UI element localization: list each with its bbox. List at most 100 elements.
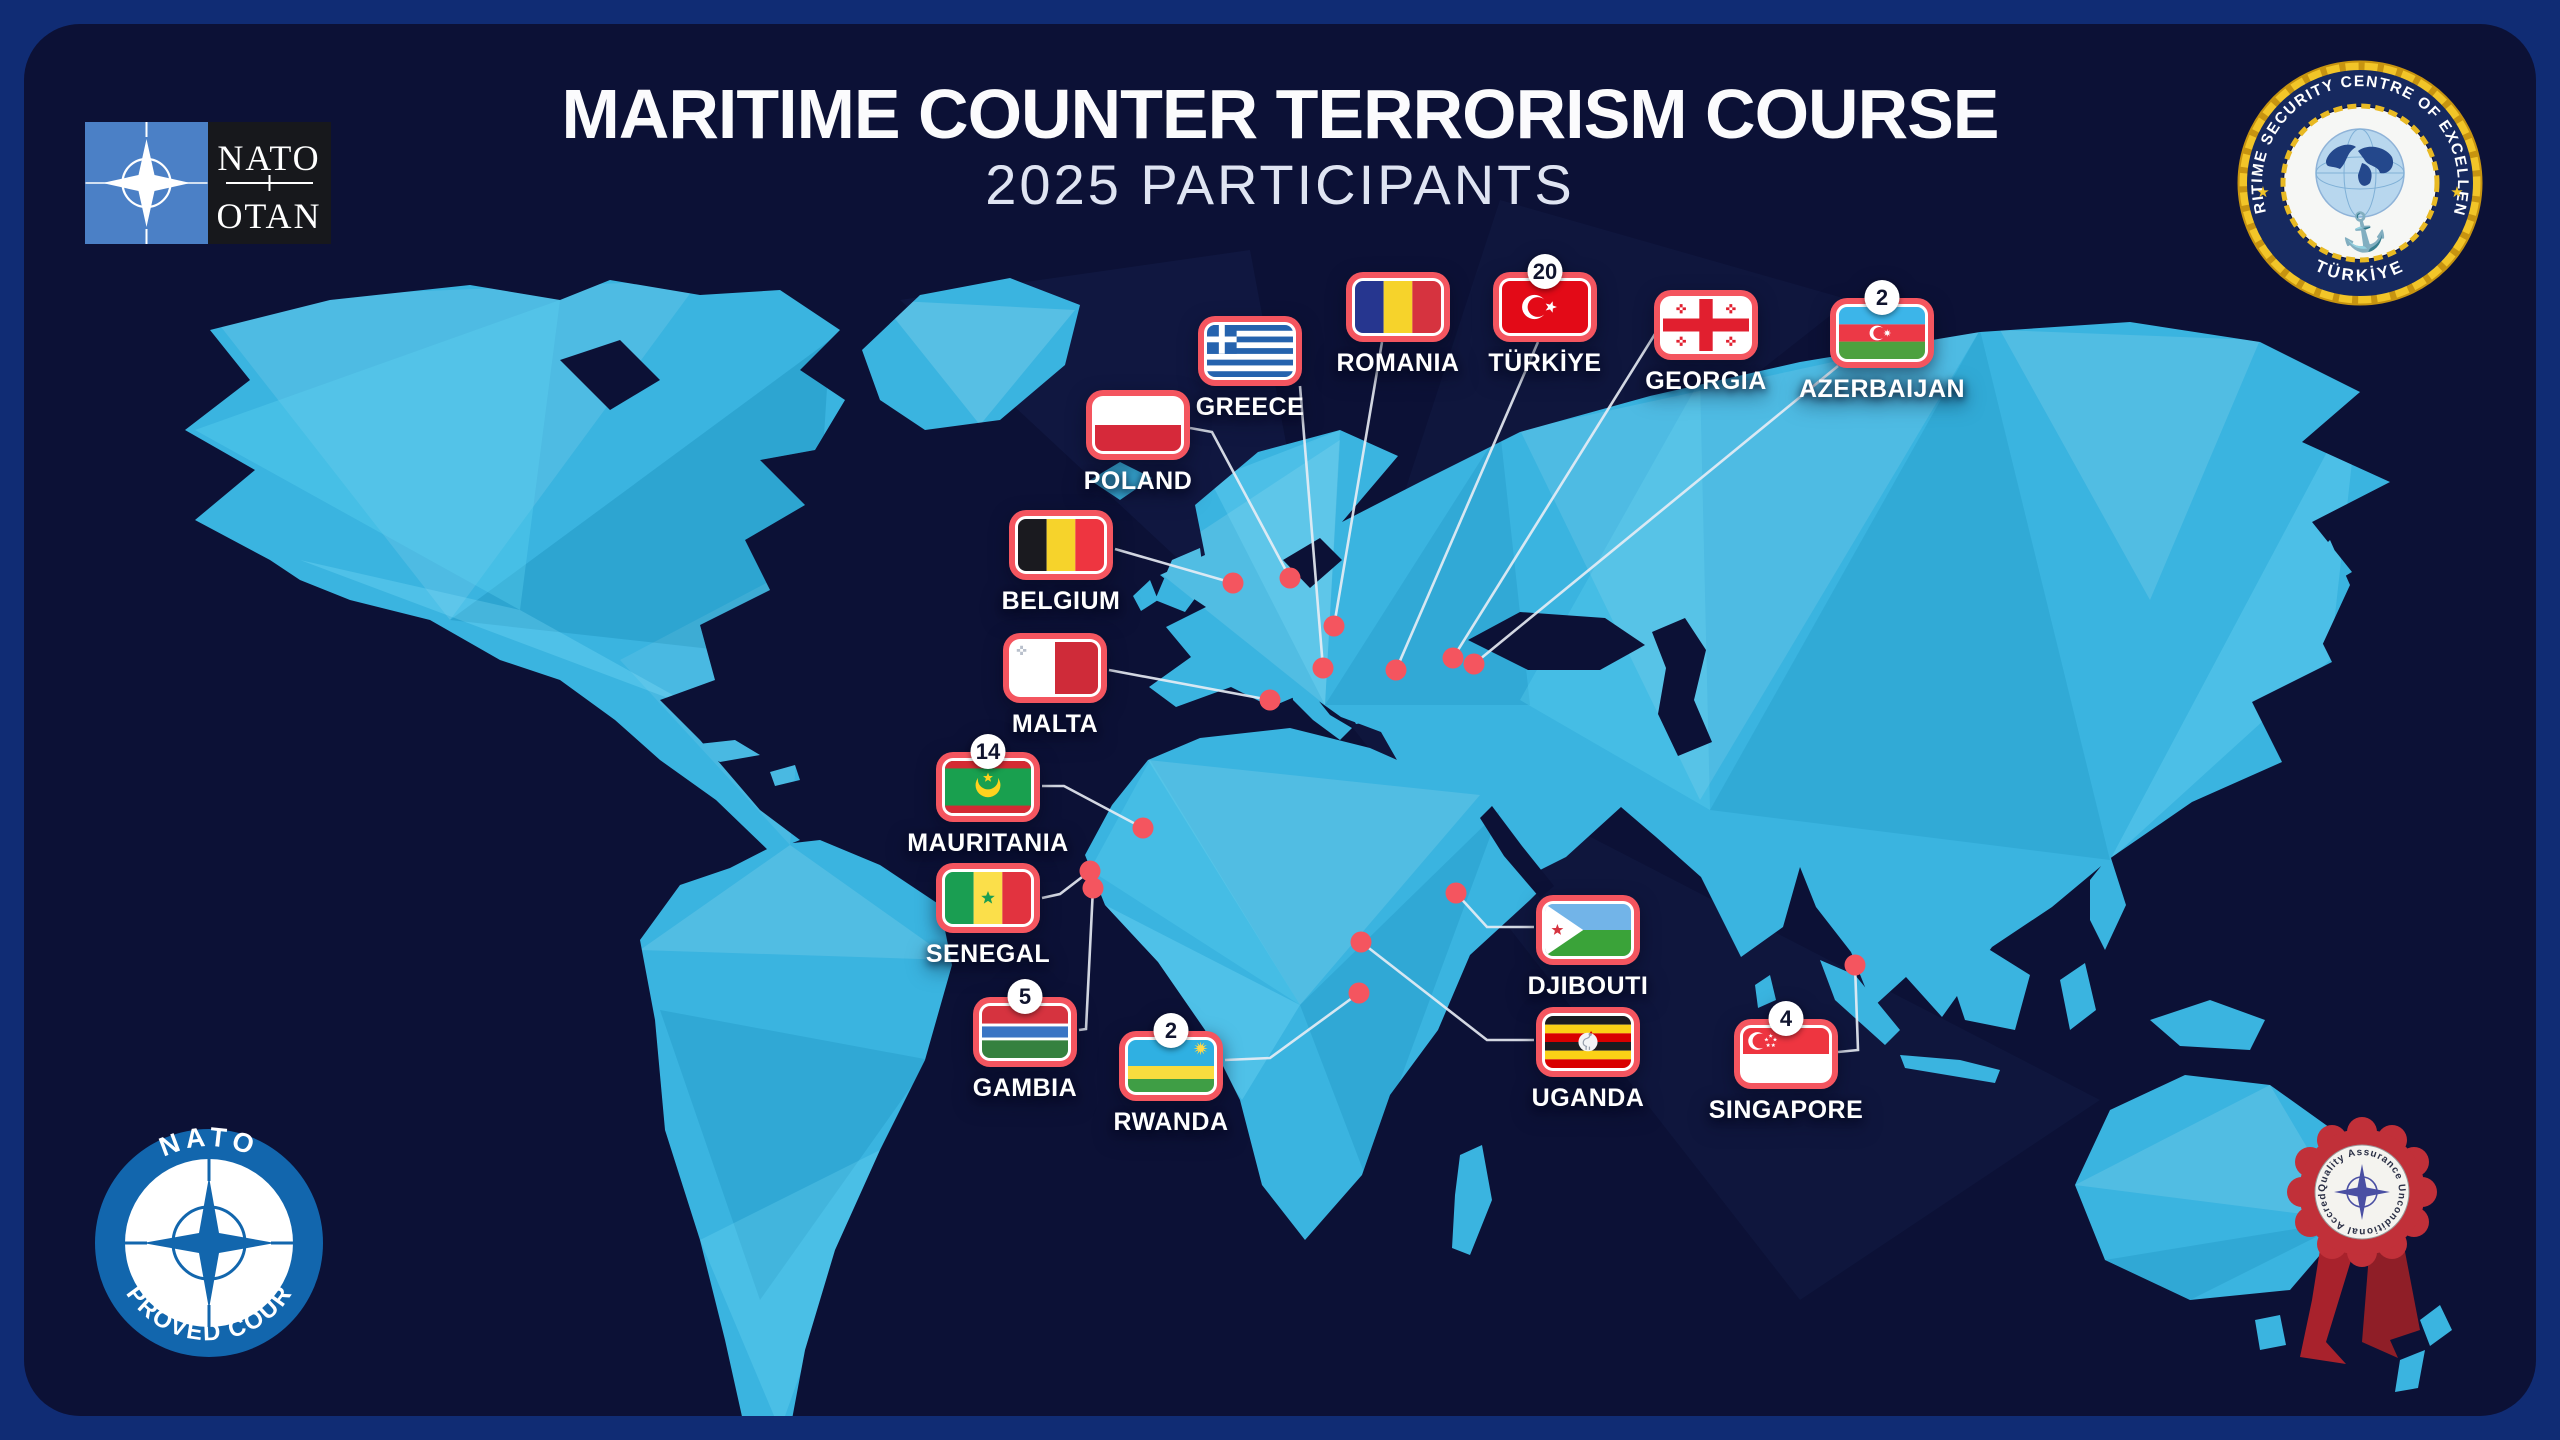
connector-line-djibouti bbox=[1456, 893, 1534, 927]
flag-frame-djibouti bbox=[1536, 895, 1640, 965]
connector-line-rwanda bbox=[1225, 993, 1359, 1060]
flag-frame-senegal bbox=[936, 863, 1040, 933]
nato-text: NATO bbox=[217, 138, 320, 178]
connector-line-azerbaijan bbox=[1474, 366, 1838, 664]
participant-count-azerbaijan: 2 bbox=[1864, 280, 1900, 315]
accreditation-ribbon: Quality Assurance Unconditional Accredit… bbox=[2267, 1102, 2457, 1377]
connector-line-singapore bbox=[1838, 965, 1858, 1052]
connector-line-senegal bbox=[1042, 871, 1090, 898]
connector-line-mauritania bbox=[1042, 786, 1143, 828]
flag-frame-malta bbox=[1003, 633, 1107, 703]
country-label-georgia: GEORGIA bbox=[1645, 367, 1767, 395]
nato-otan-logo: NATO OTAN bbox=[85, 122, 331, 249]
location-dot-mauritania bbox=[1133, 818, 1154, 839]
country-label-rwanda: RWANDA bbox=[1113, 1108, 1229, 1136]
flag-card-singapore: 4 SINGAPORE bbox=[1709, 1001, 1863, 1124]
flag-card-georgia: GEORGIA bbox=[1645, 290, 1766, 395]
location-dot-senegal bbox=[1080, 861, 1101, 882]
flag-frame-turkiye bbox=[1493, 272, 1597, 342]
globe-icon bbox=[2315, 128, 2405, 218]
page-subtitle: 2025 PARTICIPANTS bbox=[985, 153, 1575, 216]
flag-card-belgium: BELGIUM bbox=[1002, 510, 1120, 615]
location-dot-poland bbox=[1280, 568, 1301, 589]
otan-text: OTAN bbox=[216, 196, 321, 236]
participant-count-turkiye: 20 bbox=[1527, 254, 1563, 289]
page-title: MARITIME COUNTER TERRORISM COURSE bbox=[561, 75, 2000, 153]
location-dot-uganda bbox=[1351, 932, 1372, 953]
country-label-romania: ROMANIA bbox=[1336, 349, 1460, 377]
country-label-senegal: SENEGAL bbox=[925, 940, 1051, 968]
country-label-azerbaijan: AZERBAIJAN bbox=[1798, 375, 1966, 403]
rosette-icon: Quality Assurance Unconditional Accredit… bbox=[2287, 1117, 2437, 1267]
flag-card-mauritania: 14 MAURITANIA bbox=[907, 734, 1068, 857]
flag-card-azerbaijan: 2 AZERBAIJAN bbox=[1799, 280, 1965, 403]
location-dot-romania bbox=[1324, 616, 1345, 637]
connector-line-romania bbox=[1334, 342, 1382, 626]
country-label-gambia: GAMBIA bbox=[972, 1074, 1078, 1102]
country-label-mauritania: MAURITANIA bbox=[907, 829, 1069, 857]
ribbon-tail-right-icon bbox=[2362, 1236, 2420, 1358]
country-label-poland: POLAND bbox=[1083, 467, 1193, 495]
flag-card-malta: MALTA bbox=[1003, 633, 1107, 738]
location-dot-malta bbox=[1260, 690, 1281, 711]
connector-line-uganda bbox=[1361, 942, 1534, 1040]
georgia-flag-icon bbox=[1660, 296, 1752, 354]
greece-flag-icon bbox=[1204, 322, 1296, 380]
flag-card-uganda: UGANDA bbox=[1532, 1007, 1644, 1112]
flag-frame-uganda bbox=[1536, 1007, 1640, 1077]
flag-frame-romania bbox=[1346, 272, 1450, 342]
senegal-flag-icon bbox=[942, 869, 1034, 927]
ribbon-tail-left-icon bbox=[2300, 1237, 2356, 1364]
flag-frame-belgium bbox=[1009, 510, 1113, 580]
flag-card-gambia: 5 GAMBIA bbox=[973, 979, 1077, 1102]
nato-approved-course-badge: NATO APPROVED COURSE bbox=[89, 1122, 329, 1368]
location-dot-rwanda bbox=[1349, 983, 1370, 1004]
flag-card-rwanda: 2 RWANDA bbox=[1113, 1013, 1228, 1136]
location-dot-turkiye bbox=[1386, 660, 1407, 681]
malta-flag-icon bbox=[1009, 639, 1101, 697]
country-label-turkiye: TÜRKİYE bbox=[1488, 349, 1602, 377]
location-dot-georgia bbox=[1443, 648, 1464, 669]
country-label-belgium: BELGIUM bbox=[1001, 587, 1121, 615]
flag-frame-poland bbox=[1086, 390, 1190, 460]
chain-ring-icon bbox=[2280, 103, 2440, 263]
connector-line-turkiye bbox=[1396, 342, 1538, 670]
flag-card-greece: GREECE bbox=[1196, 316, 1304, 421]
country-label-djibouti: DJIBOUTI bbox=[1527, 972, 1649, 1000]
participant-count-gambia: 5 bbox=[1007, 979, 1043, 1014]
flag-card-romania: ROMANIA bbox=[1337, 272, 1459, 377]
participant-count-mauritania: 14 bbox=[970, 734, 1006, 769]
country-label-greece: GREECE bbox=[1195, 393, 1305, 421]
djibouti-flag-icon bbox=[1542, 901, 1634, 959]
flag-card-senegal: SENEGAL bbox=[926, 863, 1050, 968]
flag-card-poland: POLAND bbox=[1084, 390, 1192, 495]
nato-compass-icon bbox=[85, 122, 208, 244]
left-star-icon: ★ bbox=[2256, 184, 2269, 201]
connector-lines bbox=[1042, 334, 1858, 1060]
participant-count-rwanda: 2 bbox=[1153, 1013, 1189, 1048]
inland-seas bbox=[560, 340, 1712, 898]
flag-card-djibouti: DJIBOUTI bbox=[1528, 895, 1648, 1000]
connector-line-malta bbox=[1109, 670, 1270, 700]
poland-flag-icon bbox=[1092, 396, 1184, 454]
location-dot-belgium bbox=[1223, 573, 1244, 594]
connector-line-belgium bbox=[1115, 549, 1233, 583]
country-label-singapore: SINGAPORE bbox=[1708, 1096, 1864, 1124]
location-dot-greece bbox=[1313, 658, 1334, 679]
participant-count-singapore: 4 bbox=[1768, 1001, 1804, 1036]
flag-frame-azerbaijan bbox=[1830, 298, 1934, 368]
location-dot-djibouti bbox=[1446, 883, 1467, 904]
location-dot-azerbaijan bbox=[1464, 654, 1485, 675]
flag-frame-singapore bbox=[1734, 1019, 1838, 1089]
flag-card-turkiye: 20 TÜRKİYE bbox=[1488, 254, 1601, 377]
connector-line-greece bbox=[1300, 386, 1323, 668]
connector-line-georgia bbox=[1453, 334, 1655, 658]
singapore-flag-icon bbox=[1740, 1025, 1832, 1083]
nato-compass-icon bbox=[2334, 1164, 2390, 1220]
country-label-malta: MALTA bbox=[1011, 710, 1099, 738]
location-dot-gambia bbox=[1083, 878, 1104, 899]
nato-compass-icon bbox=[125, 1159, 293, 1327]
flag-frame-georgia bbox=[1654, 290, 1758, 360]
location-dot-singapore bbox=[1845, 955, 1866, 976]
